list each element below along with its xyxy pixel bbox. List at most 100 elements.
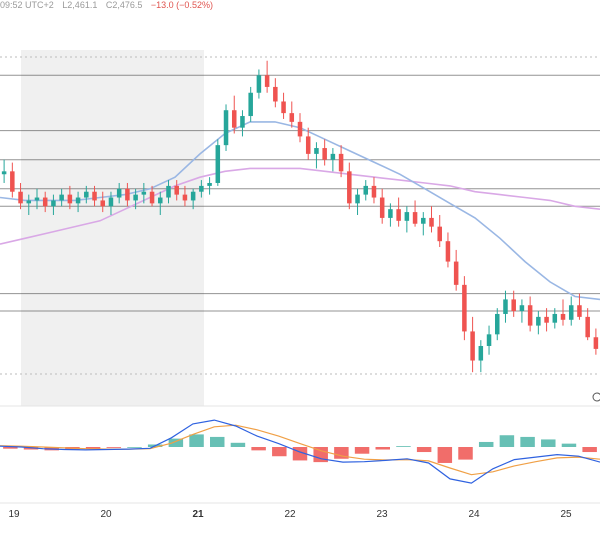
candle-body xyxy=(59,194,64,201)
macd-hist-bar xyxy=(251,447,266,451)
candle-body xyxy=(223,110,229,146)
candle-body xyxy=(1,171,7,175)
candle-body xyxy=(92,191,97,201)
candle-body xyxy=(231,110,237,128)
candle-body xyxy=(379,197,385,218)
macd-hist-bar xyxy=(354,447,370,454)
candle-body xyxy=(421,217,426,224)
candle-body xyxy=(240,116,245,128)
candle-body xyxy=(125,188,130,201)
candle-body xyxy=(149,191,155,204)
macd-hist-bar xyxy=(3,447,18,449)
candle-body xyxy=(26,200,32,204)
candle-body xyxy=(577,305,582,317)
candle-body xyxy=(133,194,138,201)
candle-body xyxy=(371,185,377,198)
candle-body xyxy=(453,261,459,285)
candle-body xyxy=(100,200,105,207)
horizontal-levels xyxy=(0,56,600,375)
tick-22: 22 xyxy=(284,509,296,520)
candle-body xyxy=(470,331,475,361)
candle-body xyxy=(264,75,270,87)
candles xyxy=(1,60,599,373)
macd-hist-bar xyxy=(168,438,184,447)
candle-body xyxy=(305,136,311,154)
macd-hist-bar xyxy=(520,436,535,447)
macd-hist-bar xyxy=(416,447,432,453)
candle-body xyxy=(158,197,163,204)
candle-body xyxy=(585,316,590,338)
macd-line xyxy=(0,419,600,484)
macd-hist-bar xyxy=(458,447,473,460)
candle-body xyxy=(10,171,15,192)
candle-body xyxy=(256,75,262,93)
candle-body xyxy=(215,145,221,183)
candle-body xyxy=(437,226,442,242)
header-time: 09:52 UTC+2 xyxy=(0,0,54,10)
candle-body xyxy=(174,185,179,195)
candle-body xyxy=(478,345,484,361)
macd-hist-bar xyxy=(437,447,453,463)
candle-body xyxy=(338,153,344,172)
header-change: −13.0 (−0.52%) xyxy=(150,0,213,10)
candle-body xyxy=(75,197,81,204)
candle-body xyxy=(51,200,56,207)
macd-hist-bar xyxy=(375,447,390,450)
macd-hist-bar xyxy=(189,434,204,447)
candle-body xyxy=(141,191,147,195)
tick-21: 21 xyxy=(192,509,204,520)
tick-25: 25 xyxy=(560,509,572,520)
candle-body xyxy=(34,197,40,201)
candle-body xyxy=(388,209,393,218)
candle-body xyxy=(166,185,171,198)
candle-body xyxy=(314,148,319,154)
ohlc-header: 09:52 UTC+2 L2,461.1 C2,476.5 −13.0 (−0.… xyxy=(0,0,219,16)
candle-body xyxy=(527,305,533,326)
candle-body xyxy=(486,334,492,346)
macd-hist-bar xyxy=(561,443,577,447)
candle-body xyxy=(190,191,196,201)
candle-body xyxy=(445,241,451,262)
candle-body xyxy=(593,337,599,349)
tick-19: 19 xyxy=(8,509,20,520)
signal-line xyxy=(0,424,600,476)
candle-body xyxy=(462,284,467,332)
macd-hist-bar xyxy=(499,435,515,447)
candle-body xyxy=(511,299,516,312)
candle-body xyxy=(330,153,336,160)
tick-20: 20 xyxy=(100,509,112,520)
candle-body xyxy=(404,212,410,221)
candle-body xyxy=(347,171,352,204)
candle-body xyxy=(396,209,401,221)
candle-body xyxy=(552,313,558,323)
candle-body xyxy=(207,182,212,186)
candle-body xyxy=(289,113,295,122)
macd-hist-bar xyxy=(230,442,246,447)
candle-body xyxy=(108,197,114,207)
macd-hist-bar xyxy=(127,447,142,448)
candle-body xyxy=(503,299,508,314)
candle-body xyxy=(495,313,500,335)
candle-body xyxy=(248,92,253,117)
macd-hist-bar xyxy=(85,447,101,449)
time-axis: 19 20 21 22 23 24 25 xyxy=(0,503,600,533)
candle-body xyxy=(568,305,574,320)
candle-body xyxy=(182,194,188,201)
candle-body xyxy=(116,188,122,198)
macd-hist-bar xyxy=(272,447,287,457)
candle-body xyxy=(18,191,23,204)
candle-body xyxy=(355,194,360,204)
alert-icon[interactable] xyxy=(592,392,600,402)
macd-hist-bar xyxy=(478,441,494,447)
candle-body xyxy=(84,191,89,198)
tick-24: 24 xyxy=(468,509,480,520)
candle-body xyxy=(412,212,418,224)
candle-body xyxy=(42,197,48,207)
slow-ma-line xyxy=(0,167,600,245)
candle-body xyxy=(281,101,286,114)
candle-body xyxy=(544,316,549,323)
candle-body xyxy=(536,316,541,326)
candle-body xyxy=(199,185,204,192)
